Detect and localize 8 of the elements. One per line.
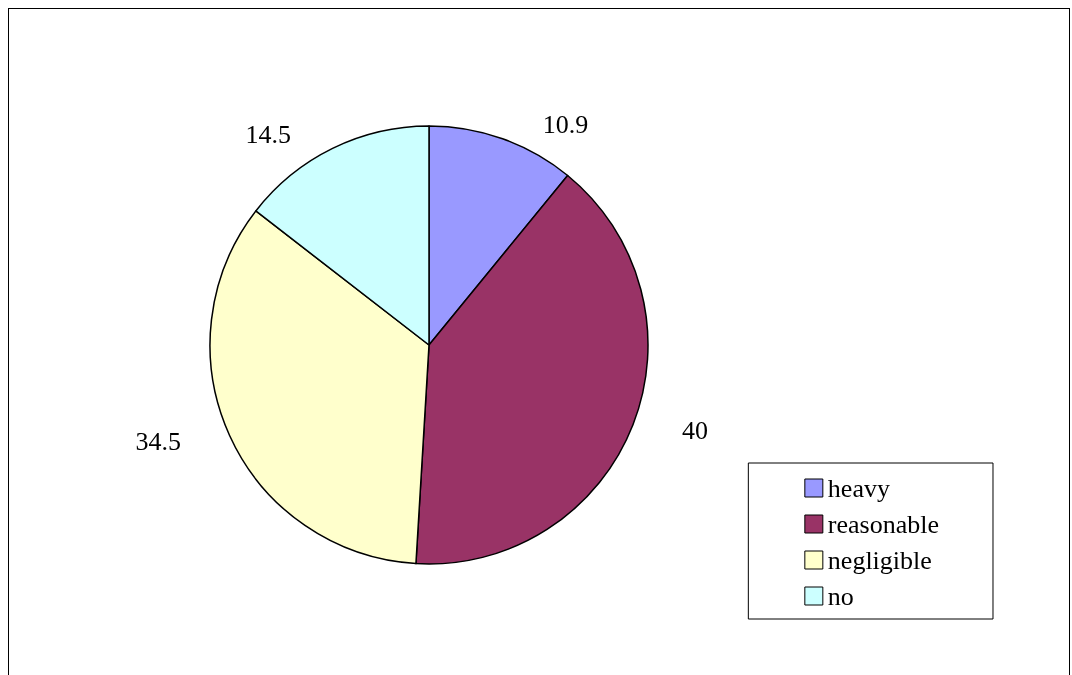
data-label: 14.5 — [245, 120, 291, 150]
legend-label: negligible — [827, 545, 932, 575]
legend-label: no — [827, 581, 854, 611]
legend-label: heavy — [827, 473, 890, 503]
data-label: 34.5 — [135, 427, 181, 457]
data-label: 10.9 — [542, 110, 589, 140]
data-label: 40 — [681, 415, 708, 445]
legend-label: reasonable — [827, 509, 940, 539]
